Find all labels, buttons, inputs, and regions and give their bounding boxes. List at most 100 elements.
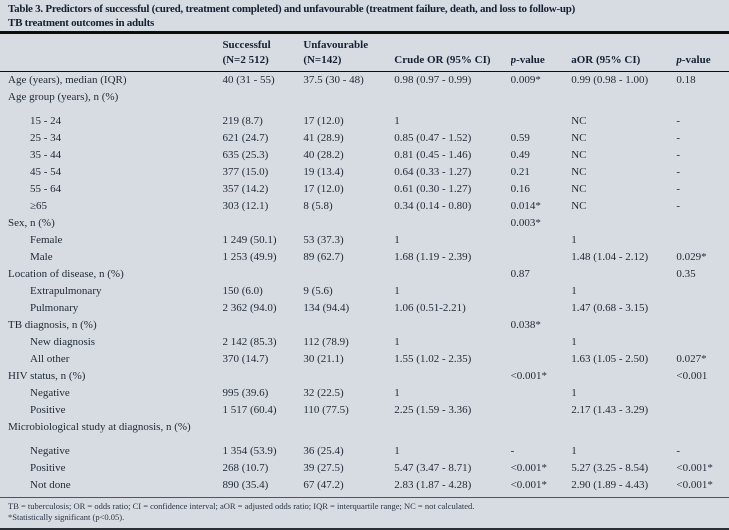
cell-p-value-adjusted: 0.027*: [676, 353, 707, 365]
table-title: Table 3. Predictors of successful (cured…: [0, 0, 729, 34]
cell-crude-or: 1: [394, 285, 400, 297]
footnote-rule: [0, 497, 729, 498]
header-unfavourable: Unfavourable (N=142): [303, 34, 395, 72]
cell-unfavourable: 30 (21.1): [303, 353, 344, 365]
row-label: Negative: [30, 387, 70, 399]
row-label: ≥65: [30, 200, 48, 212]
row-label: Positive: [30, 404, 66, 416]
cell-unfavourable: [303, 419, 394, 436]
table-row: TB diagnosis, n (%) 0.038*: [0, 317, 729, 334]
cell-crude-or: [394, 215, 510, 232]
table-row: 55 - 64 357 (14.2) 17 (12.0) 0.61 (0.30 …: [0, 181, 729, 198]
cell-aor: [571, 266, 676, 283]
row-label: TB diagnosis, n (%): [8, 319, 97, 331]
cell-successful: 2 142 (85.3): [222, 336, 277, 348]
cell-successful: 995 (39.6): [222, 387, 269, 399]
cell-aor: [571, 215, 676, 232]
row-label: Age (years), median (IQR): [8, 74, 127, 86]
cell-crude-or: 2.83 (1.87 - 4.28): [394, 479, 472, 491]
cell-unfavourable: 17 (12.0): [303, 115, 344, 127]
header-row: Successful (N=2 512) Unfavourable (N=142…: [0, 34, 729, 72]
cell-p-value-adjusted: [676, 232, 729, 249]
cell-unfavourable: 89 (62.7): [303, 251, 344, 263]
table-row: Age (years), median (IQR) 40 (31 - 55) 3…: [0, 72, 729, 90]
cell-p-value-crude: 0.49: [510, 149, 530, 161]
cell-crude-or: 1: [394, 336, 400, 348]
cell-unfavourable: 19 (13.4): [303, 166, 344, 178]
table-header: Successful (N=2 512) Unfavourable (N=142…: [0, 34, 729, 72]
table-row: Negative 995 (39.6) 32 (22.5) 1 1: [0, 385, 729, 402]
cell-unfavourable: [303, 317, 394, 334]
cell-aor: 1.48 (1.04 - 2.12): [571, 251, 649, 263]
cell-unfavourable: 37.5 (30 - 48): [303, 74, 364, 86]
cell-unfavourable: 17 (12.0): [303, 183, 344, 195]
cell-crude-or: 0.98 (0.97 - 0.99): [394, 74, 472, 86]
cell-crude-or: [394, 89, 510, 106]
cell-crude-or: 0.85 (0.47 - 1.52): [394, 132, 472, 144]
cell-crude-or: 0.61 (0.30 - 1.27): [394, 183, 472, 195]
cell-aor: 1.47 (0.68 - 3.15): [571, 302, 649, 314]
bottom-rule: [0, 528, 729, 530]
cell-unfavourable: 41 (28.9): [303, 132, 344, 144]
row-label: Female: [30, 234, 63, 246]
cell-p-value-adjusted: -: [676, 149, 681, 161]
cell-unfavourable: 112 (78.9): [303, 336, 349, 348]
table-row: All other 370 (14.7) 30 (21.1) 1.55 (1.0…: [0, 351, 729, 368]
table-row: 35 - 44 635 (25.3) 40 (28.2) 0.81 (0.45 …: [0, 147, 729, 164]
table-row: New diagnosis 2 142 (85.3) 112 (78.9) 1 …: [0, 334, 729, 351]
cell-aor: NC: [571, 115, 587, 127]
cell-successful: [222, 317, 303, 334]
cell-successful: 1 354 (53.9): [222, 445, 277, 457]
cell-successful: [222, 419, 303, 436]
row-label: 35 - 44: [30, 149, 62, 161]
cell-crude-or: [394, 419, 510, 436]
cell-crude-or: 1: [394, 115, 400, 127]
table-row: Pulmonary 2 362 (94.0) 134 (94.4) 1.06 (…: [0, 300, 729, 317]
cell-unfavourable: 110 (77.5): [303, 404, 349, 416]
cell-p-value-adjusted: [676, 317, 729, 334]
table-row: Positive 268 (10.7) 39 (27.5) 5.47 (3.47…: [0, 460, 729, 477]
cell-successful: 1 253 (49.9): [222, 251, 277, 263]
row-label: Negative: [30, 445, 70, 457]
cell-p-value-crude: [511, 385, 572, 402]
row-label: 55 - 64: [30, 183, 62, 195]
cell-p-value-crude: 0.59: [510, 132, 530, 144]
cell-p-value-crude: <0.001*: [510, 462, 548, 474]
cell-unfavourable: 134 (94.4): [303, 302, 350, 314]
cell-unfavourable: 40 (28.2): [303, 149, 344, 161]
table-row: Location of disease, n (%) 0.87 0.35: [0, 266, 729, 283]
cell-unfavourable: 53 (37.3): [303, 234, 344, 246]
table-row: Negative 1 354 (53.9) 36 (25.4) 1 - 1 -: [0, 436, 729, 460]
cell-successful: [222, 266, 303, 283]
row-label: 25 - 34: [30, 132, 62, 144]
cell-p-value-crude: [511, 232, 572, 249]
cell-unfavourable: [303, 266, 394, 283]
cell-aor: 5.27 (3.25 - 8.54): [571, 462, 649, 474]
cell-aor: [571, 89, 676, 106]
table-row: 25 - 34 621 (24.7) 41 (28.9) 0.85 (0.47 …: [0, 130, 729, 147]
cell-successful: 1 517 (60.4): [222, 404, 277, 416]
cell-successful: 890 (35.4): [222, 479, 269, 491]
cell-crude-or: 1.68 (1.19 - 2.39): [394, 251, 472, 263]
cell-unfavourable: [303, 89, 394, 106]
cell-p-value-crude: 0.21: [510, 166, 530, 178]
cell-successful: [222, 89, 303, 106]
cell-p-value-adjusted: [676, 402, 729, 419]
cell-p-value-crude: 0.87: [510, 268, 530, 280]
cell-p-value-adjusted: [676, 215, 729, 232]
cell-p-value-crude: 0.003*: [510, 217, 541, 229]
row-label: Pulmonary: [30, 302, 79, 314]
cell-crude-or: [394, 266, 510, 283]
cell-p-value-crude: [511, 351, 572, 368]
table-row: Microbiological study at diagnosis, n (%…: [0, 419, 729, 436]
cell-p-value-adjusted: -: [676, 183, 681, 195]
cell-crude-or: 0.34 (0.14 - 0.80): [394, 200, 472, 212]
header-p-value-adjusted: p-value: [676, 34, 729, 72]
table-row: Female 1 249 (50.1) 53 (37.3) 1 1: [0, 232, 729, 249]
footnote-significance: *Statistically significant (p<0.05).: [8, 511, 125, 522]
cell-crude-or: 1: [394, 387, 400, 399]
cell-p-value-crude: [511, 300, 572, 317]
row-label: Sex, n (%): [8, 217, 55, 229]
table-body: Age (years), median (IQR) 40 (31 - 55) 3…: [0, 72, 729, 495]
cell-successful: 370 (14.7): [222, 353, 269, 365]
